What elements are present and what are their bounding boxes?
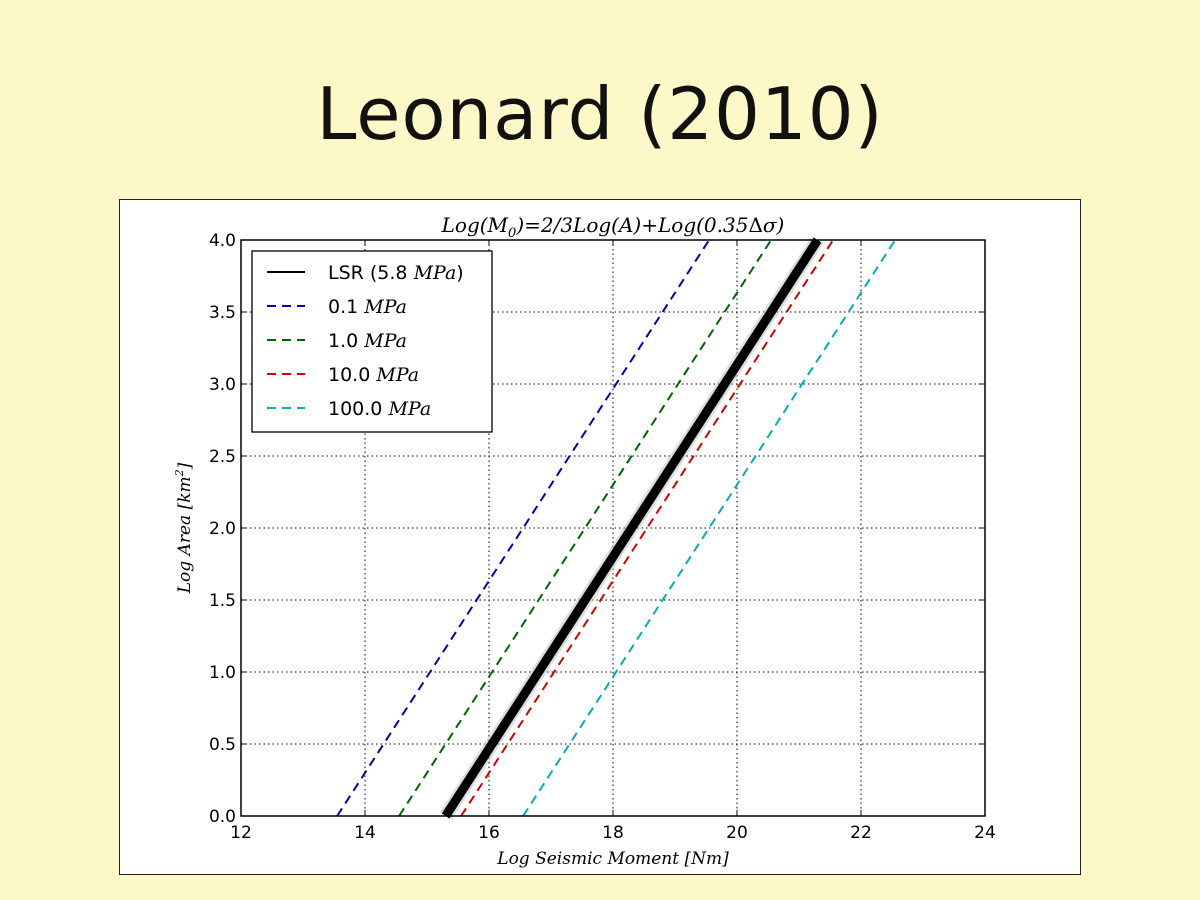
y-tick-label: 2.5: [209, 447, 236, 467]
y-tick-label: 3.0: [209, 375, 236, 395]
y-tick-label: 0.5: [209, 735, 236, 755]
x-tick-label: 16: [478, 823, 500, 843]
x-tick-label: 14: [354, 823, 376, 843]
x-tick-label: 12: [230, 823, 252, 843]
legend-label: 0.1 MPa: [328, 296, 407, 318]
figure-panel: 12 14 16 18 20 22 24 0.0 0.5 1.0 1.5 2.0 2.5 3.0 3.5 4.…: [119, 199, 1081, 875]
y-axis-label: Log Area [km2]: [173, 462, 195, 594]
legend-label: 1.0 MPa: [328, 330, 407, 352]
series-line-lsr-5-8-mpa: [441, 237, 822, 819]
slide-title: Leonard (2010): [316, 72, 884, 156]
series-line-100-0-mpa: [522, 239, 896, 817]
y-tick-label: 0.0: [209, 807, 236, 827]
x-tick-label: 22: [850, 823, 872, 843]
x-tick-label: 20: [726, 823, 748, 843]
y-tick-label: 1.0: [209, 663, 236, 683]
x-axis-label: Log Seismic Moment [Nm]: [496, 849, 729, 869]
legend-frame: [251, 250, 493, 433]
legend-label: 10.0 MPa: [328, 364, 419, 386]
y-tick-label: 4.0: [209, 231, 236, 251]
legend: LSR (5.8 MPa) 0.1 MPa 1.0 MPa 10.0 MPa 100.0…: [251, 250, 493, 433]
y-tick-label: 2.0: [209, 519, 236, 539]
x-tick-label: 18: [602, 823, 624, 843]
y-tick-label: 1.5: [209, 591, 236, 611]
chart-title: Log(M0)=2/3Log(A)+Log(0.35Δσ): [441, 213, 785, 241]
series-lines: [336, 236, 896, 820]
y-tick-label: 3.5: [209, 303, 236, 323]
legend-label: 100.0 MPa: [328, 398, 431, 420]
legend-label: LSR (5.8 MPa): [328, 262, 464, 284]
series-line-0-1-mpa: [336, 239, 710, 817]
x-tick-label: 24: [974, 823, 996, 843]
series-line-10-0-mpa: [460, 239, 834, 817]
axis-ticks: 12 14 16 18 20 22 24 0.0 0.5 1.0 1.5 2.0 2.5 3.0 3.5 4.…: [209, 231, 996, 843]
series-line-1-0-mpa: [398, 239, 772, 817]
chart: 12 14 16 18 20 22 24 0.0 0.5 1.0 1.5 2.0 2.5 3.0 3.5 4.…: [173, 213, 996, 869]
